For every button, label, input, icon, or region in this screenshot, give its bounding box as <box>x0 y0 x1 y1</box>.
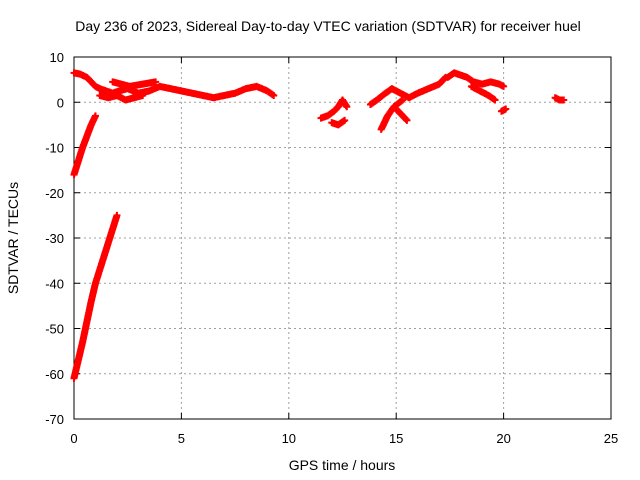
data-points <box>70 69 568 382</box>
x-tick-label: 20 <box>496 431 510 446</box>
data-point <box>113 211 121 219</box>
series-arc-f-lower <box>467 82 499 104</box>
x-tick-label: 10 <box>282 431 296 446</box>
x-tick-label: 15 <box>389 431 403 446</box>
data-point <box>500 82 508 90</box>
y-tick-label: -40 <box>45 276 64 291</box>
y-axis-label: SDTVAR / TECUs <box>5 182 21 294</box>
x-axis-label: GPS time / hours <box>289 457 396 473</box>
chart-title: Day 236 of 2023, Sidereal Day-to-day VTE… <box>75 18 581 34</box>
data-point <box>139 91 147 99</box>
data-point <box>560 96 568 104</box>
data-point <box>341 116 349 124</box>
y-tick-label: -30 <box>45 231 64 246</box>
series-arc-d <box>317 96 351 122</box>
series-arc-f-spot <box>497 105 510 115</box>
data-point <box>502 105 510 113</box>
x-tick-label: 5 <box>178 431 185 446</box>
data-point <box>270 91 278 99</box>
series-arc-f <box>444 69 508 90</box>
series-arc-g <box>551 94 568 104</box>
y-tick-label: 0 <box>57 95 64 110</box>
series-arc-a-lower <box>96 91 147 104</box>
y-tick-label: 10 <box>50 50 64 65</box>
y-tick-label: -10 <box>45 141 64 156</box>
series-arc-a-upper <box>109 78 160 90</box>
y-tick-label: -50 <box>45 322 64 337</box>
x-tick-label: 0 <box>70 431 77 446</box>
series-arc-d-lower <box>328 116 349 129</box>
series-arc-c <box>70 211 121 382</box>
grid-layer <box>74 57 611 419</box>
data-point <box>343 103 351 111</box>
data-point <box>91 112 99 120</box>
series-arc-b <box>70 112 99 179</box>
data-point <box>491 96 499 104</box>
x-tick-label: 25 <box>604 431 618 446</box>
data-point <box>403 116 411 124</box>
data-point <box>399 96 407 104</box>
y-tick-label: -70 <box>45 412 64 427</box>
data-point <box>152 78 160 86</box>
series-arc-e-dip <box>390 103 411 124</box>
y-tick-label: -20 <box>45 186 64 201</box>
series-arc-e <box>366 73 450 109</box>
tick-layer: 0 5 10 15 20 25 -70 -60 -50 -40 -30 -20 -10 0 10 <box>45 50 618 446</box>
y-tick-label: -60 <box>45 367 64 382</box>
